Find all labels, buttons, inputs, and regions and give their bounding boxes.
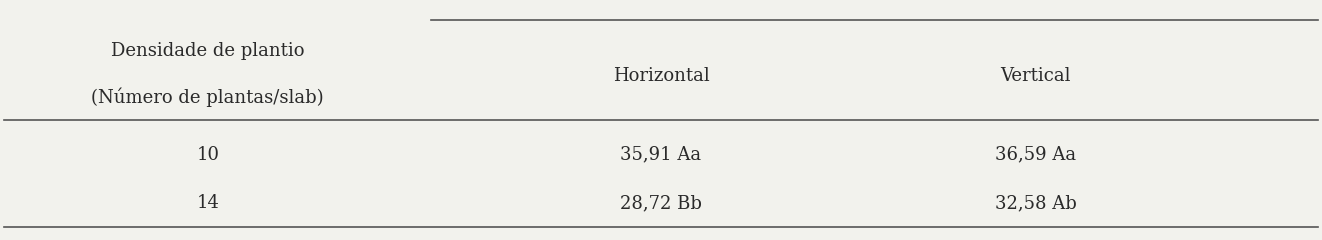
Text: 28,72 Bb: 28,72 Bb <box>620 194 702 212</box>
Text: 10: 10 <box>196 146 219 164</box>
Text: Vertical: Vertical <box>1001 67 1071 85</box>
Text: 14: 14 <box>197 194 219 212</box>
Text: 35,91 Aa: 35,91 Aa <box>620 146 702 164</box>
Text: Densidade de plantio: Densidade de plantio <box>111 42 304 60</box>
Text: 32,58 Ab: 32,58 Ab <box>994 194 1076 212</box>
Text: Horizontal: Horizontal <box>612 67 710 85</box>
Text: (Número de plantas/slab): (Número de plantas/slab) <box>91 87 324 107</box>
Text: 36,59 Aa: 36,59 Aa <box>995 146 1076 164</box>
